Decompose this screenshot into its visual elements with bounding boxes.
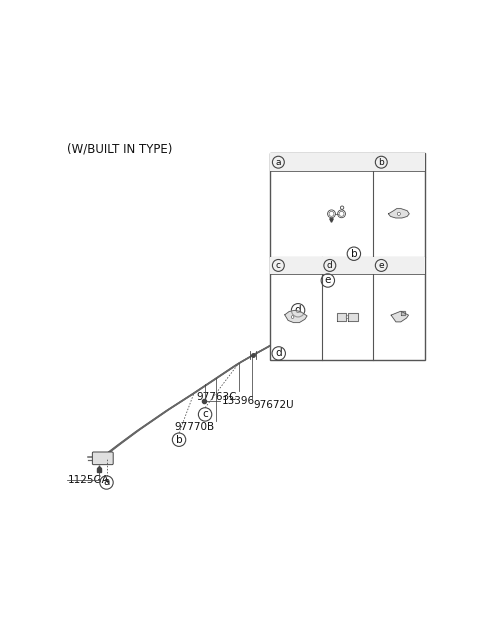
Text: e: e: [324, 276, 331, 286]
Polygon shape: [337, 313, 347, 321]
Text: c: c: [202, 410, 208, 420]
Bar: [373, 257, 424, 274]
Text: 97793E: 97793E: [387, 261, 421, 270]
Bar: [270, 153, 373, 171]
Polygon shape: [401, 311, 405, 315]
Polygon shape: [391, 311, 408, 322]
Text: 97623A: 97623A: [291, 210, 321, 218]
Text: 97773B: 97773B: [346, 307, 386, 318]
Bar: [322, 257, 373, 274]
Text: d: d: [276, 349, 282, 358]
Text: 97781C: 97781C: [336, 261, 371, 270]
Text: d: d: [327, 261, 333, 270]
Text: 97793C: 97793C: [284, 261, 319, 270]
Circle shape: [291, 316, 294, 318]
Text: d: d: [295, 305, 301, 315]
Bar: [373, 153, 424, 171]
Text: c: c: [276, 261, 281, 270]
Bar: [270, 257, 322, 274]
Text: 97770B: 97770B: [174, 422, 215, 432]
Bar: [270, 153, 424, 360]
Text: 13396: 13396: [222, 396, 255, 406]
Polygon shape: [285, 311, 307, 323]
Text: b: b: [176, 435, 182, 444]
Text: a: a: [276, 157, 281, 167]
Text: e: e: [378, 261, 384, 270]
Text: 97672U: 97672U: [253, 399, 294, 410]
Circle shape: [346, 316, 348, 318]
Text: 97797D: 97797D: [388, 157, 424, 167]
Text: 13396: 13396: [307, 319, 340, 330]
Text: b: b: [378, 157, 384, 167]
Text: 1125GA: 1125GA: [68, 474, 110, 485]
Text: 97857: 97857: [299, 203, 323, 212]
Circle shape: [397, 212, 400, 215]
Text: 97763C: 97763C: [196, 392, 237, 402]
Text: a: a: [103, 478, 110, 488]
Text: (W/BUILT IN TYPE): (W/BUILT IN TYPE): [67, 143, 173, 156]
Polygon shape: [388, 209, 409, 218]
Polygon shape: [348, 313, 358, 321]
Text: b: b: [350, 249, 357, 258]
Text: 97856B: 97856B: [291, 216, 321, 225]
FancyBboxPatch shape: [92, 452, 113, 465]
